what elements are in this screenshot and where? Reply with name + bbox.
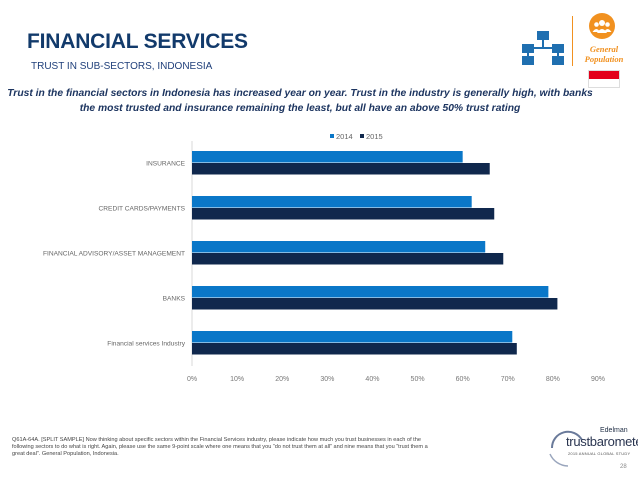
indonesia-flag-icon <box>588 70 620 88</box>
bar-2015 <box>192 253 504 265</box>
bar-2014 <box>192 196 472 208</box>
category-label: CREDIT CARDS/PAYMENTS <box>99 206 186 213</box>
legend-swatch-2014 <box>330 134 334 138</box>
x-tick-label: 10% <box>230 376 244 383</box>
category-label: FINANCIAL ADVISORY/ASSET MANAGEMENT <box>43 251 185 258</box>
population-label: Population <box>584 54 624 64</box>
bar-2015 <box>192 298 558 310</box>
x-tick-label: 60% <box>456 376 470 383</box>
headline: Trust in the financial sectors in Indone… <box>7 88 593 114</box>
x-tick-label: 80% <box>546 376 560 383</box>
org-chart-icon <box>522 31 564 65</box>
bar-2014 <box>192 286 549 298</box>
general-population-label: General Population <box>572 44 636 64</box>
x-tick-label: 30% <box>320 376 334 383</box>
x-tick-label: 70% <box>501 376 515 383</box>
divider <box>572 16 573 66</box>
category-label: INSURANCE <box>146 161 185 168</box>
trustbarometer-logo-text: trustbarometer <box>566 434 638 449</box>
footnote: Q61A-64A. [SPLIT SAMPLE] Now thinking ab… <box>12 437 428 457</box>
page-title: FINANCIAL SERVICES <box>27 30 248 53</box>
x-tick-label: 90% <box>591 376 605 383</box>
bar-2015 <box>192 208 495 220</box>
logo-tagline: 2015 ANNUAL GLOBAL STUDY <box>568 451 631 456</box>
people-group-icon <box>589 13 615 39</box>
x-tick-label: 50% <box>411 376 425 383</box>
x-tick-label: 0% <box>187 376 197 383</box>
page-number: 28 <box>620 464 627 470</box>
x-tick-label: 20% <box>275 376 289 383</box>
category-label: Financial services Industry <box>107 341 185 348</box>
bar-2014 <box>192 241 486 253</box>
bar-2014 <box>192 331 513 343</box>
trustbarometer-logo-icon <box>549 430 583 467</box>
page-subtitle: TRUST IN SUB-SECTORS, INDONESIA <box>31 61 213 72</box>
category-label: BANKS <box>163 296 186 303</box>
edelman-logo-text: Edelman <box>600 427 628 434</box>
bar-2014 <box>192 151 463 163</box>
general-label: General <box>589 44 619 54</box>
x-tick-label: 40% <box>365 376 379 383</box>
bar-2015 <box>192 343 517 355</box>
legend-swatch-2015 <box>360 134 364 138</box>
bar-2015 <box>192 163 490 175</box>
legend-label-2015: 2015 <box>366 132 383 141</box>
legend-label-2014: 2014 <box>336 132 353 141</box>
